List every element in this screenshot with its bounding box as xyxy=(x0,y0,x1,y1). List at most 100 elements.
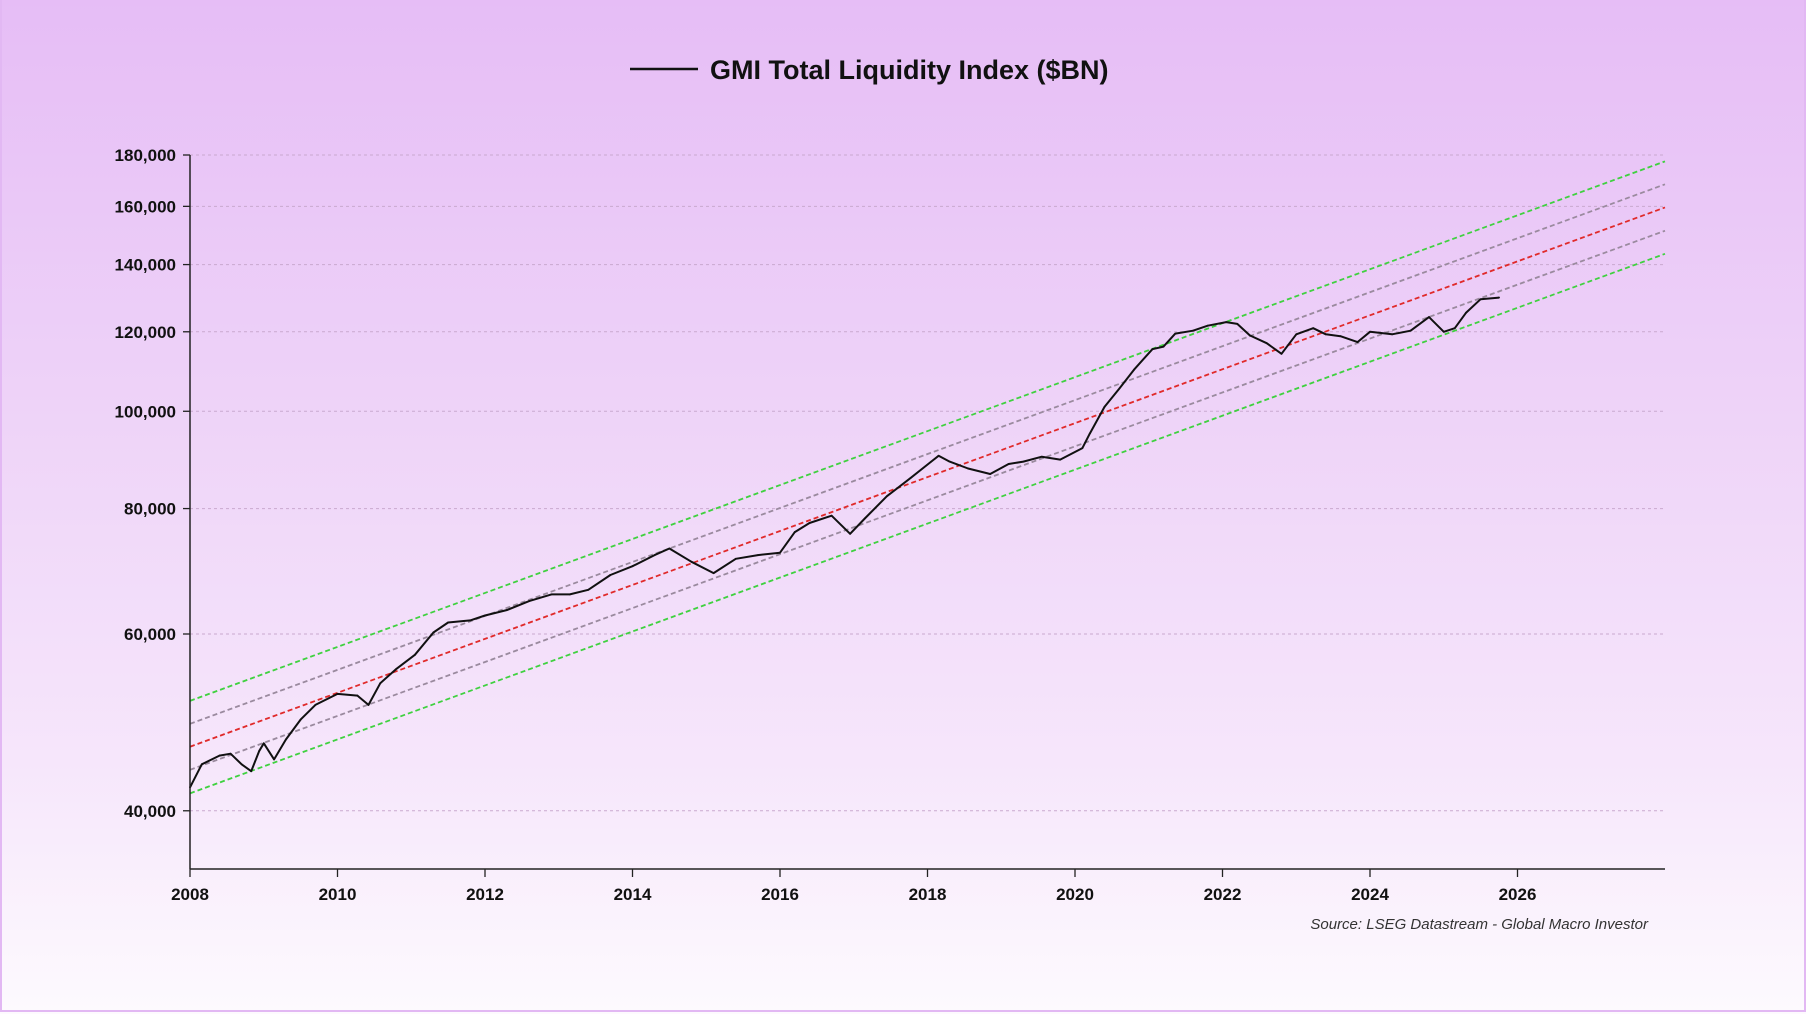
x-tick-label: 2012 xyxy=(466,885,504,904)
data-point xyxy=(414,653,416,656)
data-point xyxy=(1059,458,1062,461)
data-point xyxy=(200,763,203,766)
trend-line-trend xyxy=(189,206,1666,748)
data-point xyxy=(1022,460,1025,463)
data-point xyxy=(1081,447,1084,450)
y-tick-label: 80,000 xyxy=(124,500,176,519)
series-line-liquidity-index xyxy=(189,296,1500,788)
data-point xyxy=(506,609,509,611)
data-point xyxy=(447,621,450,624)
data-point xyxy=(1453,327,1456,330)
trend-channel xyxy=(189,160,1666,795)
data-point xyxy=(218,754,221,757)
x-tick-label: 2008 xyxy=(171,885,209,904)
data-point xyxy=(1040,455,1043,458)
legend: GMI Total Liquidity Index ($BN) xyxy=(630,55,1109,85)
data-point xyxy=(250,770,253,773)
data-point xyxy=(1280,352,1283,355)
data-point xyxy=(1192,329,1194,332)
data-point xyxy=(240,763,243,766)
x-tick-label: 2022 xyxy=(1204,885,1242,904)
source-note: Source: LSEG Datastream - Global Macro I… xyxy=(1310,916,1649,933)
data-point xyxy=(229,752,232,755)
trend-line-lower-band-inner xyxy=(189,229,1666,771)
data-point xyxy=(808,522,811,524)
data-point xyxy=(528,600,531,603)
data-point xyxy=(1369,330,1371,333)
data-point xyxy=(484,614,486,617)
data-point xyxy=(367,703,370,706)
data-point xyxy=(1409,329,1412,332)
data-point xyxy=(469,619,472,622)
axes: 40,000 60,000 80,000 100,000 120,000 140,000 1… xyxy=(115,146,1665,904)
data-point xyxy=(1356,341,1359,343)
data-point xyxy=(631,565,634,568)
data-point xyxy=(1464,312,1467,314)
data-point xyxy=(1339,335,1342,338)
x-tick-label: 2026 xyxy=(1499,885,1537,904)
data-point xyxy=(1103,406,1106,408)
data-point xyxy=(336,692,339,695)
y-tick-label: 160,000 xyxy=(115,197,176,216)
data-point xyxy=(690,560,693,563)
data-point xyxy=(734,557,737,560)
trend-line-upper-band-inner xyxy=(189,183,1666,725)
data-point xyxy=(1151,348,1154,351)
data-point xyxy=(668,547,671,550)
data-point xyxy=(550,593,553,596)
data-point xyxy=(258,749,261,752)
data-point xyxy=(909,477,912,479)
y-tick-label: 180,000 xyxy=(115,146,176,165)
data-point xyxy=(1162,345,1165,348)
data-point xyxy=(1265,342,1268,345)
data-point xyxy=(356,694,359,697)
data-point xyxy=(967,467,969,470)
data-point xyxy=(273,758,275,761)
data-point xyxy=(779,551,781,554)
data-point xyxy=(1498,296,1500,299)
data-point xyxy=(379,682,382,685)
data-point xyxy=(989,473,992,475)
data-point xyxy=(1391,333,1394,336)
series-layer xyxy=(189,296,1500,789)
data-point xyxy=(609,574,612,576)
data-point xyxy=(830,514,833,517)
data-point xyxy=(1479,298,1482,301)
x-tick-label: 2020 xyxy=(1056,885,1094,904)
data-point xyxy=(262,742,265,745)
data-point xyxy=(712,572,715,574)
data-point xyxy=(849,532,851,535)
data-point xyxy=(1324,333,1327,336)
data-point xyxy=(1428,316,1430,319)
data-point xyxy=(284,738,287,741)
x-tick-label: 2010 xyxy=(319,885,357,904)
data-point xyxy=(937,454,940,457)
y-tick-label: 40,000 xyxy=(124,802,176,821)
data-point xyxy=(432,631,435,634)
data-point xyxy=(1118,387,1121,390)
data-point xyxy=(1088,432,1091,435)
x-tick-label: 2014 xyxy=(614,885,652,904)
data-point xyxy=(587,588,590,591)
data-point xyxy=(1312,327,1315,330)
data-point xyxy=(863,517,866,520)
data-point xyxy=(299,718,302,721)
data-point xyxy=(395,667,398,670)
y-tick-label: 60,000 xyxy=(124,625,176,644)
data-point xyxy=(756,554,759,557)
data-point xyxy=(1248,334,1251,337)
data-point xyxy=(568,593,571,596)
data-point xyxy=(653,554,656,557)
data-point xyxy=(1206,324,1209,327)
y-tick-label: 120,000 xyxy=(115,323,176,342)
x-tick-label: 2018 xyxy=(909,885,947,904)
chart-title: GMI Total Liquidity Index ($BN) xyxy=(710,55,1109,85)
x-tick-label: 2016 xyxy=(761,885,799,904)
data-point xyxy=(1295,333,1298,336)
data-point xyxy=(1174,332,1177,335)
data-point xyxy=(1007,463,1010,465)
data-point xyxy=(1133,368,1135,371)
trend-line-upper-band-outer xyxy=(189,160,1666,702)
